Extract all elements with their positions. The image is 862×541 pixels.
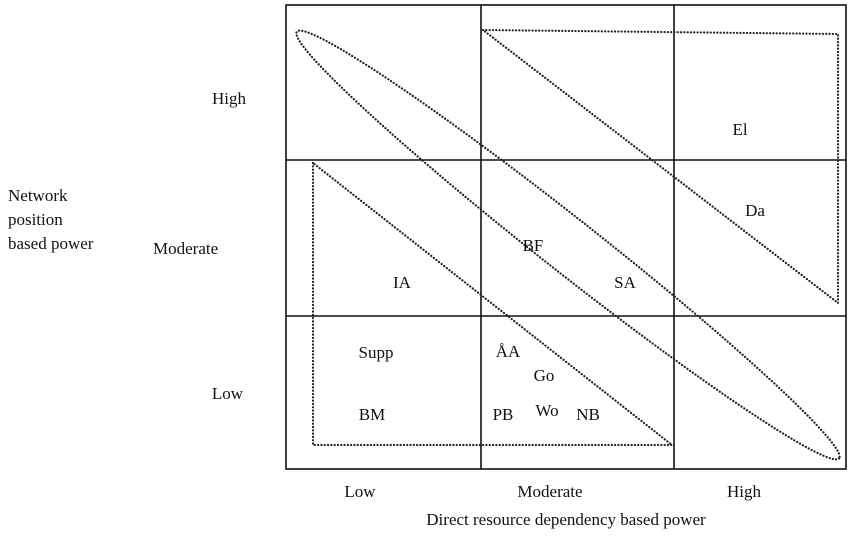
- column-label: High: [727, 482, 762, 501]
- item-label: NB: [576, 405, 600, 424]
- row-label: High: [212, 89, 247, 108]
- item-label: IA: [393, 273, 412, 292]
- row-label: Low: [212, 384, 244, 403]
- item-label: ÅA: [496, 342, 521, 361]
- row-label: Moderate: [153, 239, 218, 258]
- item-label: Go: [534, 366, 555, 385]
- item-label: BF: [523, 236, 544, 255]
- item-label: BM: [359, 405, 385, 424]
- item-label: PB: [493, 405, 514, 424]
- column-label: Moderate: [517, 482, 582, 501]
- matrix-frame: [285, 4, 847, 470]
- item-label: Supp: [359, 343, 394, 362]
- x-axis-title: Direct resource dependency based power: [426, 510, 706, 529]
- dotted-ellipse: [295, 29, 841, 461]
- column-label: Low: [344, 482, 376, 501]
- item-label: El: [732, 120, 747, 139]
- y-axis-title: based power: [8, 234, 94, 253]
- dotted-triangle-lower: [311, 160, 676, 447]
- y-axis-title: Network: [8, 186, 68, 205]
- item-label: Da: [745, 201, 765, 220]
- dotted-triangle-upper: [479, 28, 840, 306]
- item-label: SA: [614, 273, 636, 292]
- y-axis-title: position: [8, 210, 63, 229]
- item-label: Wo: [535, 401, 558, 420]
